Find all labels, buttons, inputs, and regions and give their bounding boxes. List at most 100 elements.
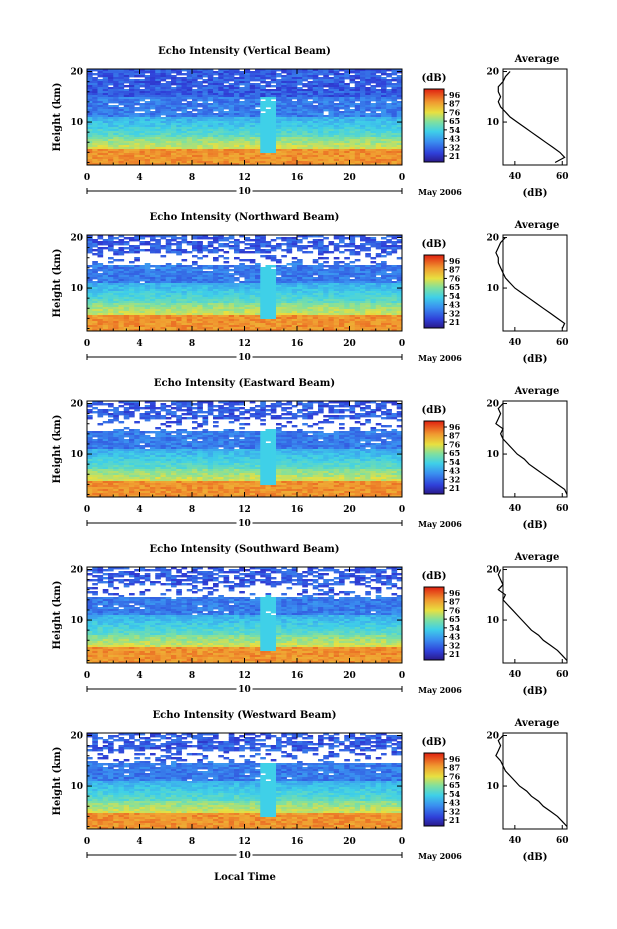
heatmap-cell [307,149,314,152]
heatmap-cell [113,117,119,120]
heatmap-cell [333,297,340,300]
heatmap-cell [239,287,245,290]
heatmap-cell [165,157,172,160]
heatmap-cell [134,113,140,116]
heatmap-cell [150,147,156,150]
heatmap-cell [375,127,382,130]
heatmap-cell [312,73,319,76]
heatmap-cell [108,241,114,244]
heatmap-cell [213,299,219,302]
heatmap-cell [192,279,198,282]
heatmap-cell [181,91,188,94]
heatmap-cell [234,87,240,90]
heatmap-cell [129,117,135,120]
heatmap-cell [144,161,151,164]
heatmap-cell [396,145,403,148]
heatmap-cell [113,287,119,290]
heatmap-cell [375,287,382,290]
heatmap-cell [129,85,135,88]
heatmap-cell [360,307,366,310]
heatmap-cell [396,107,403,110]
heatmap-cell [207,83,214,86]
heatmap-cell [291,155,298,158]
heatmap-cell [328,149,335,152]
heatmap-cell [391,105,398,108]
heatmap-cell [87,151,93,154]
heatmap-cell [349,135,356,138]
heatmap-cell [255,247,261,250]
heatmap-cell [307,107,314,110]
heatmap-cell [176,301,182,304]
heatmap-cell [386,245,392,248]
heatmap-cell [255,127,261,130]
heatmap-cell [249,117,256,120]
heatmap-cell [234,113,240,116]
heatmap-cell [176,97,182,100]
heatmap-cell [381,251,387,254]
heatmap-cell [108,265,114,268]
heatmap-cell [181,267,188,270]
heatmap-cell [249,303,256,306]
heatmap-cell [276,245,282,248]
heatmap-cell [265,141,272,144]
heatmap-cell [302,135,308,138]
heatmap-cell [349,109,356,112]
heatmap-cell [192,97,198,100]
heatmap-cell [186,107,193,110]
heatmap-cell [223,269,230,272]
heatmap-cell [92,103,98,106]
heatmap-cell [318,245,324,248]
heatmap-cell [97,255,104,258]
heatmap-cell [339,289,345,292]
heatmap-cell [239,317,245,320]
heatmap-cell [396,277,403,280]
heatmap-cell [92,239,98,242]
heatmap-cell [139,303,146,306]
heatmap-cell [171,277,177,280]
heatmap-cell [139,267,146,270]
heatmap-cell [323,77,329,80]
heatmap-cell [87,127,93,130]
heatmap-cell [87,281,93,284]
heatmap-cell [349,99,356,102]
heatmap-cell [281,69,287,72]
heatmap-cell [192,263,198,266]
heatmap-cell [134,85,140,88]
heatmap-cell [129,91,135,94]
heatmap-cell [155,321,161,324]
heatmap-cell [239,89,245,92]
heatmap-cell [349,253,356,256]
heatmap-cell [87,113,93,116]
heatmap-cell [150,303,156,306]
heatmap-cell [139,241,146,244]
heatmap-cell [192,283,198,286]
heatmap-cell [129,303,135,306]
heatmap-cell [108,305,114,308]
heatmap-cell [129,105,135,108]
heatmap-cell [318,263,324,266]
panel-0: Echo Intensity (Vertical Beam)2010Height… [52,46,569,199]
heatmap-cell [176,99,182,102]
heatmap-cell [160,139,167,142]
heatmap-cell [381,281,387,284]
heatmap-cell [92,275,98,278]
heatmap-cell [276,149,282,152]
heatmap-cell [197,145,203,148]
colorbar-tick-label: 54 [449,125,461,135]
heatmap-cell [391,117,398,120]
heatmap-cell [186,279,193,282]
heatmap-cell [281,89,287,92]
heatmap-cell [360,317,366,320]
heatmap-cell [255,281,261,284]
heatmap-cell [218,125,224,128]
heatmap-cell [92,285,98,288]
heatmap-cell [370,113,377,116]
heatmap-cell [228,235,235,238]
heatmap-cell [113,81,119,84]
heatmap-cell [354,121,361,124]
heatmap-cell [270,89,277,92]
heatmap-cell [281,107,287,110]
heatmap-cell [344,119,350,122]
heatmap-cell [202,157,209,160]
heatmap-cell [192,317,198,320]
